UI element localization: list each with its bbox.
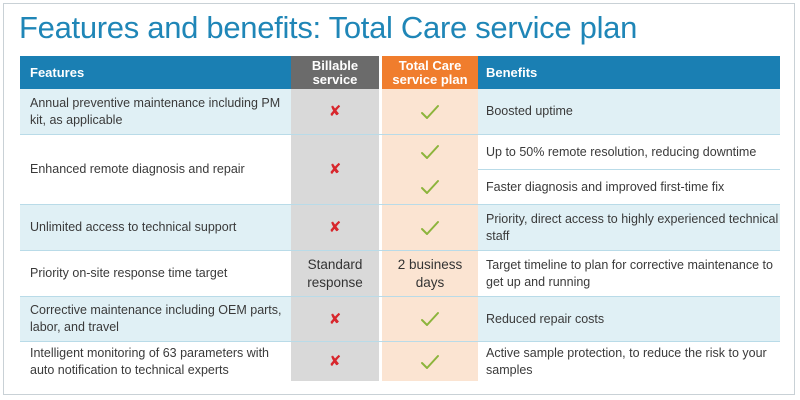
row-divider xyxy=(20,134,780,135)
table-row: Unlimited access to technical support ✘ … xyxy=(20,205,780,250)
billable-cell: ✘ xyxy=(291,297,379,341)
row-divider xyxy=(20,204,780,205)
billable-cell: Standard response xyxy=(307,256,363,290)
feature-cell: Intelligent monitoring of 63 parameters … xyxy=(30,345,270,377)
benefit-cell: Boosted uptime xyxy=(478,89,780,134)
totalcare-cell xyxy=(382,89,478,134)
header-gap xyxy=(379,56,382,89)
table-row: Intelligent monitoring of 63 parameters … xyxy=(20,342,780,381)
totalcare-cell xyxy=(382,205,478,250)
totalcare-cell xyxy=(382,297,478,341)
check-icon xyxy=(421,104,439,119)
check-icon xyxy=(421,145,439,159)
header-totalcare-line1: Total Care xyxy=(398,57,462,73)
feature-cell: Corrective maintenance including OEM par… xyxy=(20,297,291,341)
x-icon: ✘ xyxy=(328,310,342,328)
feature-cell: Priority on-site response time target xyxy=(30,266,228,280)
totalcare-cell xyxy=(382,342,478,381)
page-title: Features and benefits: Total Care servic… xyxy=(19,10,638,45)
check-icon xyxy=(421,220,439,235)
table-row: Corrective maintenance including OEM par… xyxy=(20,297,780,341)
totalcare-column-bg xyxy=(382,56,478,381)
billable-cell: ✘ xyxy=(291,342,379,381)
check-icon xyxy=(421,312,439,326)
table-header: Features Billable service Total Care servi… xyxy=(20,56,780,89)
benefit-cell: Active sample protection, to reduce the … xyxy=(486,345,767,377)
billable-cell: ✘ xyxy=(291,135,379,204)
x-icon: ✘ xyxy=(328,161,342,178)
benefit-cell: Target timeline to plan for corrective m… xyxy=(486,257,773,289)
header-billable: Billable service xyxy=(291,56,379,89)
row-divider xyxy=(20,296,780,297)
check-icon xyxy=(421,180,439,194)
header-billable-line1: Billable xyxy=(311,57,359,73)
feature-cell: Unlimited access to technical support xyxy=(20,205,291,250)
feature-cell: Enhanced remote diagnosis and repair xyxy=(30,162,245,176)
x-icon: ✘ xyxy=(328,103,342,120)
header-totalcare-line2: service plan xyxy=(392,71,468,87)
table-row: Enhanced remote diagnosis and repair ✘ U… xyxy=(20,135,780,204)
totalcare-cell: 2 business days xyxy=(397,256,463,290)
billable-cell: ✘ xyxy=(291,205,379,250)
x-icon: ✘ xyxy=(328,219,342,236)
benefit-cell: Up to 50% remote resolution, reducing do… xyxy=(486,144,757,159)
benefit-cell: Reduced repair costs xyxy=(478,297,780,341)
header-billable-line2: service xyxy=(312,71,358,87)
header-features: Features xyxy=(20,56,291,89)
totalcare-cell xyxy=(382,170,478,204)
feature-cell: Annual preventive maintenance including … xyxy=(20,89,291,134)
benefit-cell: Priority, direct access to highly experi… xyxy=(478,205,780,250)
billable-cell: ✘ xyxy=(291,89,379,134)
x-icon: ✘ xyxy=(328,353,342,370)
table-row: Annual preventive maintenance including … xyxy=(20,89,780,134)
row-divider xyxy=(20,250,780,251)
frame-border xyxy=(3,3,795,395)
header-benefits: Benefits xyxy=(478,56,780,89)
benefit-divider xyxy=(478,169,780,170)
check-icon xyxy=(421,354,439,369)
billable-column-bg xyxy=(291,56,379,381)
table-row: Priority on-site response time target St… xyxy=(20,251,780,296)
header-totalcare: Total Care service plan xyxy=(382,56,478,89)
row-divider xyxy=(20,341,780,342)
totalcare-cell xyxy=(382,135,478,169)
benefit-cell: Faster diagnosis and improved first-time… xyxy=(486,179,725,194)
